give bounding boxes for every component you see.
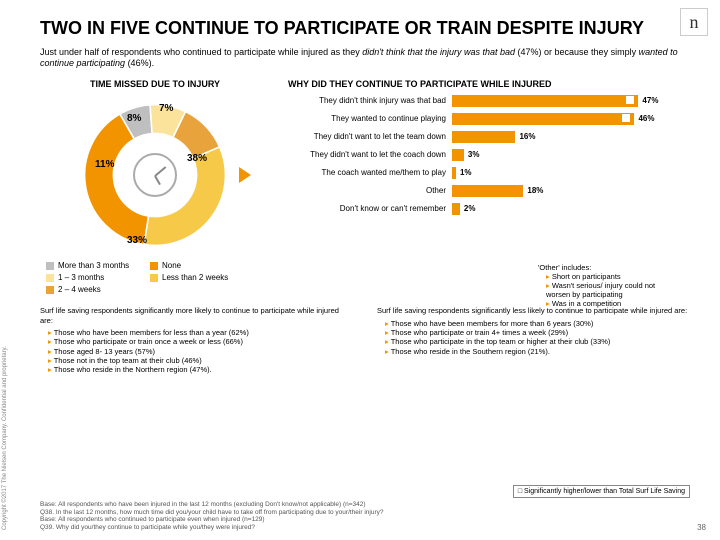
footnote-line: Base: All respondents who have been inju… — [40, 501, 690, 509]
other-note-item: Short on participants — [546, 272, 678, 281]
bar-track: 46% — [452, 113, 690, 125]
bar-track: 3% — [452, 149, 690, 161]
bar-value: 18% — [527, 185, 543, 197]
bar-fill — [452, 95, 638, 107]
legend-item: 2 – 4 weeks — [46, 285, 136, 294]
bar-chart: WHY DID THEY CONTINUE TO PARTICIPATE WHI… — [288, 79, 690, 294]
bar-track: 16% — [452, 131, 690, 143]
legend-swatch — [150, 274, 158, 282]
legend-label: More than 3 months — [58, 261, 129, 270]
findings-right: Surf life saving respondents significant… — [377, 306, 690, 375]
legend-item: More than 3 months — [46, 261, 136, 270]
finding-item: Those not in the top team at their club … — [48, 356, 353, 365]
bar-label: They didn't want to let the coach down — [288, 151, 446, 160]
legend-swatch — [46, 262, 54, 270]
bar-label: They didn't think injury was that bad — [288, 97, 446, 106]
bar-value: 2% — [464, 203, 476, 215]
donut-title: TIME MISSED DUE TO INJURY — [40, 79, 270, 89]
significance-note: □ Significantly higher/lower than Total … — [513, 485, 690, 498]
bar-row: The coach wanted me/them to play 1% — [288, 167, 690, 179]
significance-marker — [626, 96, 634, 104]
finding-item: Those who have been members for more tha… — [385, 319, 690, 328]
bar-fill — [452, 149, 464, 161]
legend-item: Less than 2 weeks — [150, 273, 240, 282]
donut-slice-label: 7% — [159, 103, 173, 114]
clock-icon — [133, 153, 177, 197]
finding-item: Those who participate or train once a we… — [48, 337, 353, 346]
footnote-line: Q39. Why did you/they continue to partic… — [40, 524, 690, 532]
findings-left: Surf life saving respondents significant… — [40, 306, 353, 375]
donut-slice-label: 38% — [187, 153, 207, 164]
bar-value: 47% — [642, 95, 658, 107]
bar-fill — [452, 131, 515, 143]
brand-logo: n — [680, 8, 708, 36]
bar-track: 47% — [452, 95, 690, 107]
finding-item: Those who reside in the Southern region … — [385, 347, 690, 356]
legend-item: 1 – 3 months — [46, 273, 136, 282]
other-note-item: Wasn't serious/ injury could not worsen … — [546, 281, 678, 299]
intro-text: Just under half of respondents who conti… — [40, 47, 680, 70]
bar-label: They didn't want to let the team down — [288, 133, 446, 142]
legend-label: Less than 2 weeks — [162, 273, 228, 282]
finding-item: Those who reside in the Northern region … — [48, 365, 353, 374]
bar-label: They wanted to continue playing — [288, 115, 446, 124]
bar-row: They didn't want to let the coach down 3% — [288, 149, 690, 161]
bar-value: 46% — [638, 113, 654, 125]
finding-item: Those who have been members for less tha… — [48, 328, 353, 337]
bar-row: Don't know or can't remember 2% — [288, 203, 690, 215]
donut-slice-label: 11% — [95, 159, 114, 170]
legend-label: None — [162, 261, 181, 270]
legend-swatch — [46, 286, 54, 294]
bar-row: Other 18% — [288, 185, 690, 197]
finding-item: Those who participate in the top team or… — [385, 337, 690, 346]
bar-row: They didn't want to let the team down 16% — [288, 131, 690, 143]
finding-item: Those who participate or train 4+ times … — [385, 328, 690, 337]
other-note: 'Other' includes: Short on participantsW… — [538, 263, 678, 308]
findings-left-lead: Surf life saving respondents significant… — [40, 306, 353, 325]
donut-legend: More than 3 months None 1 – 3 months Less t… — [40, 261, 270, 294]
legend-swatch — [46, 274, 54, 282]
donut-slice-label: 8% — [127, 113, 141, 124]
legend-swatch — [150, 262, 158, 270]
bar-track: 18% — [452, 185, 690, 197]
bar-row: They didn't think injury was that bad 47% — [288, 95, 690, 107]
bar-fill — [452, 167, 456, 179]
donut-slice-label: 33% — [127, 235, 147, 246]
bar-fill — [452, 203, 460, 215]
donut-chart: TIME MISSED DUE TO INJURY 7%8%11%33%38% … — [40, 79, 270, 294]
page-number: 38 — [697, 523, 706, 532]
bar-label: Other — [288, 187, 446, 196]
significance-marker — [622, 114, 630, 122]
bar-row: They wanted to continue playing 46% — [288, 113, 690, 125]
other-note-item: Was in a competition — [546, 299, 678, 308]
bar-track: 2% — [452, 203, 690, 215]
bar-label: Don't know or can't remember — [288, 205, 446, 214]
bar-track: 1% — [452, 167, 690, 179]
bar-value: 16% — [519, 131, 535, 143]
bar-value: 1% — [460, 167, 472, 179]
finding-item: Those aged 8- 13 years (57%) — [48, 347, 353, 356]
bars-title: WHY DID THEY CONTINUE TO PARTICIPATE WHI… — [288, 79, 690, 89]
bar-fill — [452, 113, 634, 125]
page-title: TWO IN FIVE CONTINUE TO PARTICIPATE OR T… — [40, 18, 660, 39]
footnotes: Base: All respondents who have been inju… — [40, 501, 690, 532]
legend-label: 1 – 3 months — [58, 273, 104, 282]
other-note-lead: 'Other' includes: — [538, 263, 678, 272]
play-icon — [239, 167, 251, 183]
bar-label: The coach wanted me/them to play — [288, 169, 446, 178]
findings: Surf life saving respondents significant… — [40, 306, 690, 375]
legend-item: None — [150, 261, 240, 270]
footnote-line: Base: All respondents who continued to p… — [40, 516, 690, 524]
bar-value: 3% — [468, 149, 480, 161]
bar-fill — [452, 185, 523, 197]
legend-label: 2 – 4 weeks — [58, 285, 101, 294]
footnote-line: Q38. In the last 12 months, how much tim… — [40, 509, 690, 517]
copyright: Copyright ©2017 The Nielsen Company. Con… — [2, 346, 8, 530]
